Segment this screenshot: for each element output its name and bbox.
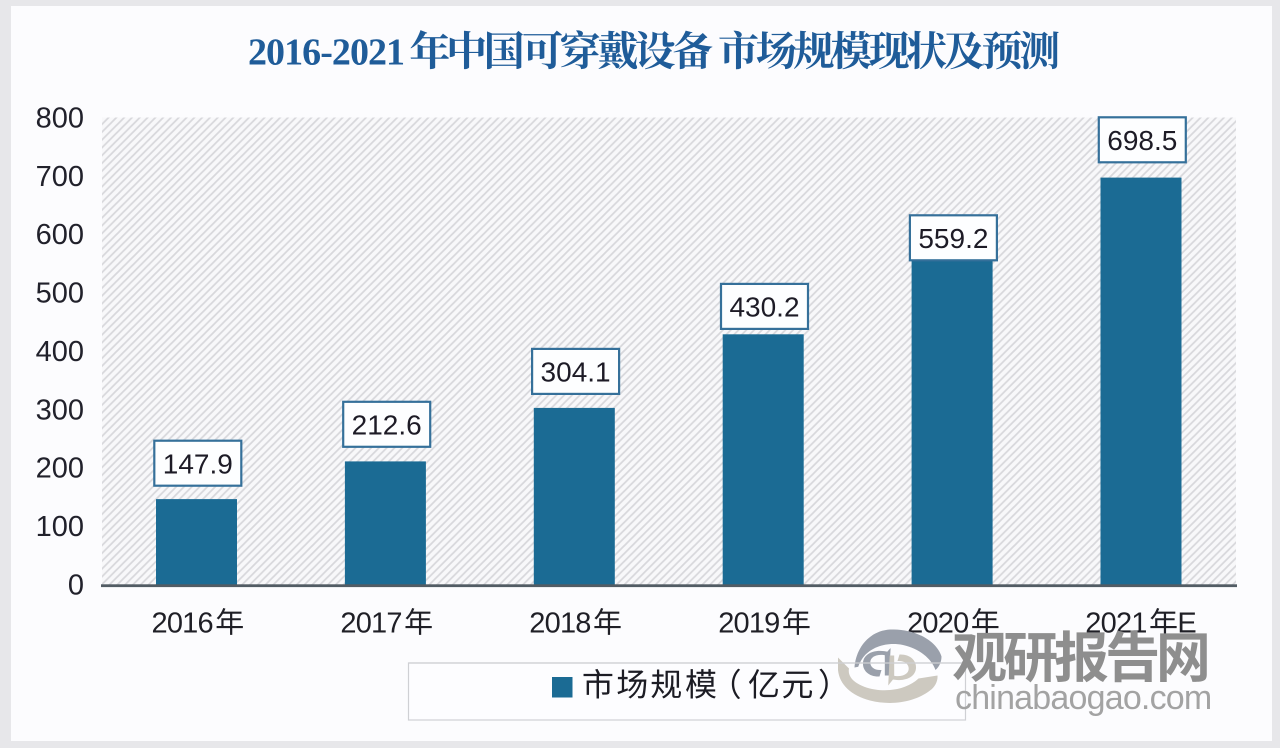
svg-text:2018: 2018	[529, 608, 590, 640]
svg-text:chinabaogao.com: chinabaogao.com	[955, 679, 1211, 717]
svg-text:500: 500	[36, 278, 84, 310]
svg-text:0: 0	[68, 570, 84, 602]
svg-text:304.1: 304.1	[541, 357, 611, 388]
svg-text:100: 100	[36, 511, 84, 543]
svg-text:559.2: 559.2	[918, 223, 988, 254]
svg-text:2017: 2017	[340, 608, 401, 640]
svg-text:147.9: 147.9	[163, 448, 233, 479]
svg-text:E: E	[1177, 608, 1196, 640]
svg-text:2016: 2016	[152, 608, 213, 640]
svg-text:2019: 2019	[718, 608, 779, 640]
svg-text:2016-2021: 2016-2021	[248, 32, 404, 74]
svg-text:430.2: 430.2	[729, 292, 799, 323]
svg-text:200: 200	[36, 453, 84, 485]
svg-text:212.6: 212.6	[352, 410, 422, 441]
svg-text:700: 700	[36, 161, 84, 193]
svg-text:800: 800	[36, 102, 84, 134]
svg-text:698.5: 698.5	[1107, 125, 1177, 156]
svg-text:300: 300	[36, 394, 84, 426]
svg-text:600: 600	[36, 219, 84, 251]
svg-text:400: 400	[36, 336, 84, 368]
